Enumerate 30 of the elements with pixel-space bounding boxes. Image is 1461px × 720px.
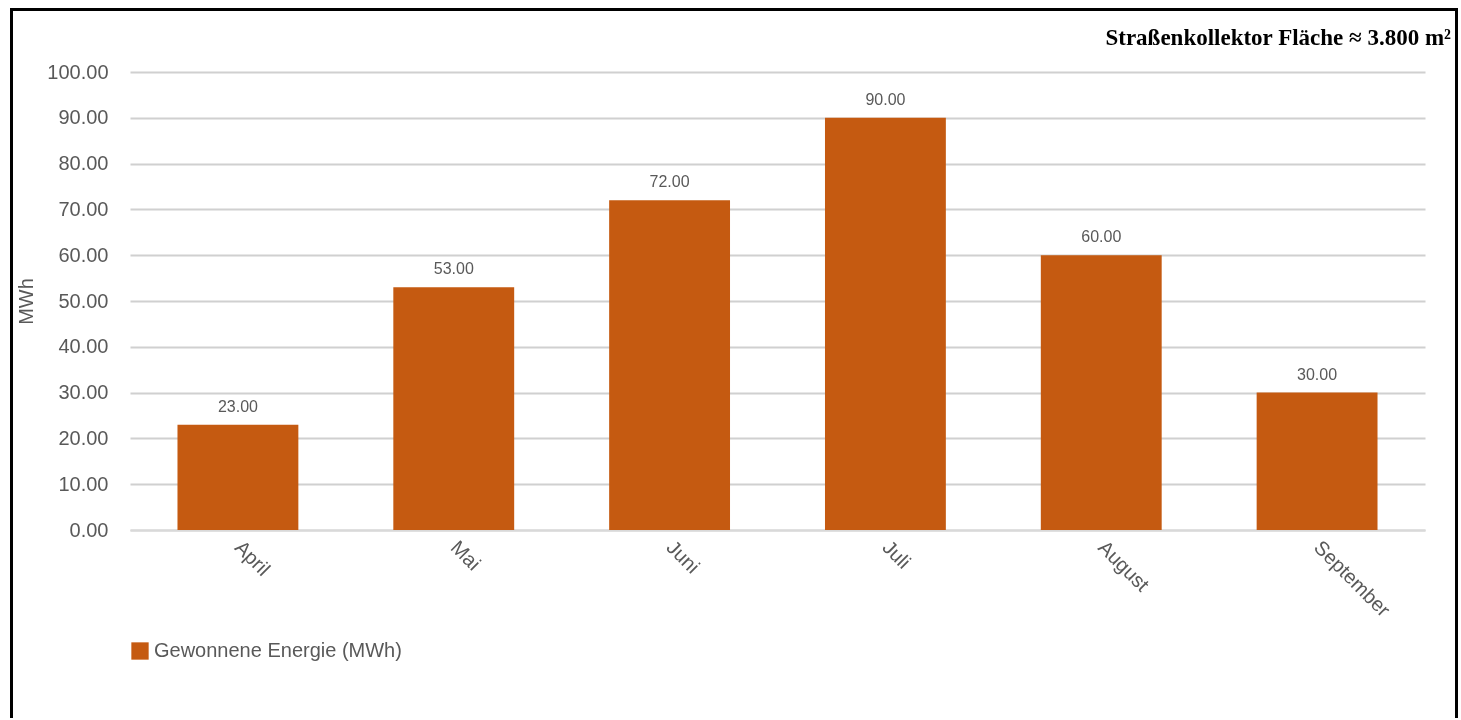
bar [177, 424, 299, 530]
y-axis-title: MWh [15, 278, 38, 325]
y-tick-label: 60.00 [58, 243, 109, 266]
legend-label: Gewonnene Energie (MWh) [154, 639, 402, 661]
y-tick-label: 30.00 [58, 381, 109, 404]
bar [824, 117, 946, 530]
y-tick-label: 80.00 [58, 152, 109, 175]
y-tick-label: 50.00 [58, 289, 109, 312]
bar [393, 287, 515, 530]
x-tick-label: April [230, 536, 275, 580]
y-tick-label: 20.00 [58, 426, 109, 449]
x-tick-label: Juli [878, 536, 916, 573]
y-tick-label: 10.00 [58, 472, 109, 495]
x-tick-label: Mai [446, 536, 486, 575]
data-label: 72.00 [649, 173, 690, 191]
x-tick-label: Juni [662, 536, 705, 578]
bar [609, 200, 731, 530]
data-label: 90.00 [865, 90, 906, 108]
y-tick-label: 100.00 [47, 60, 109, 83]
data-label: 53.00 [433, 260, 474, 278]
bar [1256, 392, 1378, 530]
bar [1040, 255, 1162, 530]
y-tick-label: 90.00 [58, 106, 109, 129]
text: Straßenkollektor Fläche ≈ 3.800 m² [1105, 25, 1452, 50]
data-label: 30.00 [1297, 365, 1338, 383]
data-label: 23.00 [217, 397, 259, 415]
y-tick-label: 40.00 [58, 335, 109, 358]
data-label: 60.00 [1081, 228, 1122, 246]
y-tick-label: 0.00 [69, 518, 109, 541]
y-tick-label: 70.00 [58, 197, 109, 220]
